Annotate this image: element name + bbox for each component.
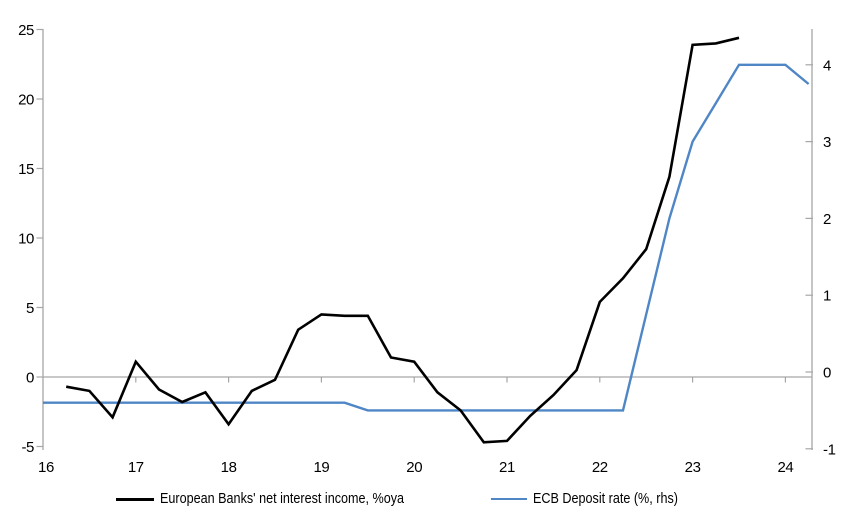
x-axis-label: 22 [592,459,608,476]
y-axis-right-label: -1 [823,441,836,458]
x-axis-label: 19 [313,459,329,476]
legend-item-net-interest-income: European Banks' net interest income, %oy… [116,489,451,509]
legend-line-swatch-black [116,497,154,501]
x-axis-label: 18 [221,459,237,476]
y-axis-right-label: 1 [823,288,831,305]
y-axis-right-label: 2 [823,211,831,228]
y-axis-left-label: 15 [18,161,34,178]
x-axis-label: 21 [499,459,515,476]
legend-line-swatch-blue [490,497,527,501]
series-line-ecb-deposit-rate [43,63,810,412]
y-axis-left-label: 5 [26,300,34,317]
legend-item-ecb-deposit-rate: ECB Deposit rate (%, rhs) [490,489,706,509]
y-axis-right-label: 4 [823,57,831,74]
y-axis-right-label: 0 [823,365,831,382]
legend-label-net-interest-income: European Banks' net interest income, %oy… [160,490,405,507]
legend: European Banks' net interest income, %oy… [116,489,705,509]
y-axis-right-label: 3 [823,134,831,151]
series-line-net-interest-income [65,36,740,444]
y-axis-left-label: 0 [26,370,34,387]
x-axis-label: 17 [128,459,144,476]
x-axis-label: 20 [406,459,422,476]
x-axis-label: 24 [777,459,793,476]
y-axis-left-label: -5 [21,439,34,456]
y-axis-left-label: 10 [18,231,34,248]
legend-label-ecb-deposit-rate: ECB Deposit rate (%, rhs) [532,490,678,507]
y-axis-left-label: 20 [18,92,34,109]
x-axis-label: 23 [685,459,701,476]
x-axis-label: 16 [38,459,54,476]
y-axis-left-label: 25 [18,22,34,39]
